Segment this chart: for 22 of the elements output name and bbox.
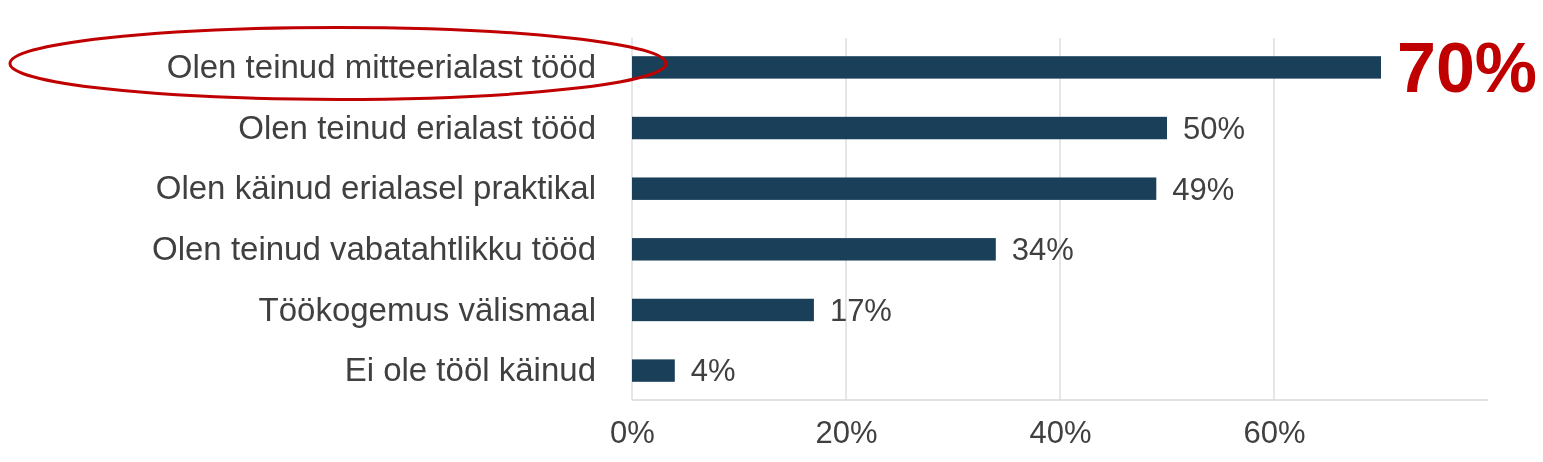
- data-label: 4%: [690, 353, 736, 389]
- bar: [632, 359, 675, 382]
- data-label: 50%: [1183, 110, 1246, 146]
- bar: [632, 116, 1167, 140]
- bar: [632, 238, 996, 261]
- y-tick-label: Olen teinud mitteerialast tööd: [166, 47, 596, 85]
- bar: [632, 56, 1381, 79]
- x-tick-label: 0%: [610, 414, 655, 450]
- y-tick-label: Olen teinud vabatahtlikku tööd: [152, 229, 596, 267]
- y-tick-label: Töökogemus välismaal: [258, 290, 596, 328]
- annotation: 70%: [1397, 28, 1538, 107]
- y-tick-label: Ei ole tööl käinud: [344, 351, 596, 389]
- x-tick-label: 60%: [1243, 414, 1306, 450]
- y-tick-label: Olen teinud erialast tööd: [238, 108, 596, 146]
- data-label: 34%: [1011, 232, 1074, 268]
- data-label: 49%: [1172, 171, 1235, 207]
- x-tick-label: 20%: [815, 414, 878, 450]
- y-tick-label: Olen käinud erialasel praktikal: [155, 169, 596, 207]
- data-label: 17%: [829, 292, 892, 328]
- x-tick-label: 40%: [1029, 414, 1092, 450]
- bar: [632, 298, 814, 322]
- bar: [632, 177, 1157, 200]
